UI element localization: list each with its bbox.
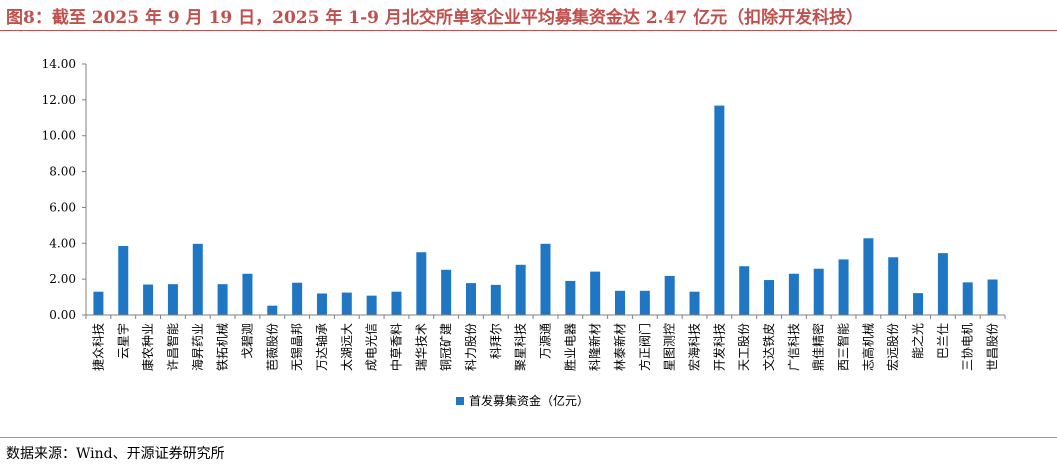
x-tick-label: 广信科技	[787, 323, 801, 371]
x-tick-label: 鼎佳精密	[811, 323, 826, 371]
x-tick-label: 万达轴承	[314, 323, 329, 371]
bar-25	[689, 291, 700, 315]
x-tick-label: 戈碧迦	[240, 323, 254, 359]
bar-11	[341, 292, 352, 315]
bar-36	[962, 282, 973, 315]
x-tick-label: 瑞华技术	[414, 323, 428, 371]
x-tick-label: 万源通	[539, 323, 553, 359]
y-axis: 0.00 2.00 4.00 6.00 8.00 10.00 12.00 14.00	[42, 57, 87, 322]
y-tick-label: 12.00	[42, 93, 76, 107]
bar-14	[416, 252, 427, 315]
bar-20	[565, 280, 576, 315]
bar-4	[167, 284, 178, 315]
bar-30	[813, 268, 824, 315]
chart-title: 图8：截至 2025 年 9 月 19 日，2025 年 1-9 月北交所单家企…	[6, 8, 864, 28]
bar-3	[143, 284, 154, 315]
bar-29	[788, 273, 799, 315]
x-tick-label: 捷众科技	[91, 323, 105, 371]
x-tick-label: 海昇药业	[190, 323, 205, 371]
x-tick-label: 科力股份	[464, 323, 478, 371]
bar-9	[292, 282, 303, 315]
y-tick-label: 6.00	[49, 200, 76, 214]
x-tick-label: 胜业电器	[562, 323, 577, 371]
x-tick-label: 许昌智能	[165, 323, 180, 371]
bar-1	[93, 291, 104, 315]
bar-24	[664, 275, 675, 315]
bar-8	[267, 305, 278, 315]
bar-37	[987, 279, 998, 315]
x-tick-label: 世昌股份	[986, 323, 1000, 371]
x-tick-label: 科隆新材	[587, 323, 602, 371]
bar-10	[316, 293, 327, 315]
x-tick-label: 云星宇	[116, 323, 130, 359]
legend-label: 首发募集资金（亿元）	[469, 393, 589, 408]
x-tick-label: 林泰新材	[612, 323, 627, 371]
bar-2	[118, 245, 129, 315]
x-axis: 捷众科技 云星宇 康农种业 许昌智能 海昇药业 铁拓机械 戈碧迦 芭薇股份 无锡晶邦 万达轴承 太湖…	[85, 314, 1006, 371]
source-note: 数据来源：Wind、开源证券研究所	[6, 446, 225, 462]
bar-17	[490, 284, 501, 315]
x-tick-label: 太湖远大	[339, 323, 354, 371]
y-tick-label: 14.00	[42, 57, 76, 71]
x-tick-label: 中草香料	[388, 323, 403, 371]
y-tick-label: 8.00	[49, 165, 76, 179]
x-tick-label: 巴兰仕	[936, 323, 950, 359]
y-tick-label: 4.00	[49, 236, 76, 250]
bar-16	[465, 283, 476, 315]
footer-divider	[0, 437, 1057, 438]
bar-26	[714, 105, 725, 315]
x-tick-label: 方正阀门	[637, 323, 652, 371]
x-tick-label: 康农种业	[140, 323, 155, 371]
x-tick-label: 能之光	[911, 323, 925, 359]
bar-series	[93, 105, 998, 315]
y-tick-label: 2.00	[49, 272, 76, 286]
x-tick-label: 芭薇股份	[265, 323, 279, 371]
x-tick-label: 聚星科技	[514, 323, 528, 371]
y-tick-label: 0.00	[49, 308, 76, 322]
bar-35	[937, 253, 948, 315]
x-tick-label: 三协电机	[960, 323, 975, 371]
bar-15	[441, 269, 452, 315]
x-tick-label: 宏远股份	[885, 323, 900, 371]
x-tick-label: 无锡晶邦	[289, 323, 304, 371]
bar-31	[838, 259, 849, 315]
legend: 首发募集资金（亿元）	[456, 393, 589, 408]
x-tick-label: 文达铁皮	[761, 323, 776, 371]
bar-22	[615, 290, 626, 315]
title-divider	[0, 30, 1057, 31]
bar-19	[540, 243, 551, 315]
x-tick-label: 铁拓机械	[215, 323, 230, 371]
x-tick-label: 星图测控	[663, 323, 677, 371]
x-tick-label: 铜冠矿建	[438, 323, 453, 371]
legend-swatch	[456, 397, 464, 405]
bar-33	[888, 257, 899, 315]
bar-23	[639, 290, 650, 315]
x-tick-label: 天工股份	[737, 323, 751, 371]
bar-28	[764, 280, 775, 315]
x-tick-label: 西三智能	[836, 323, 851, 371]
x-tick-label: 志高机械	[860, 323, 875, 371]
y-tick-label: 10.00	[42, 129, 76, 143]
bar-27	[739, 266, 750, 315]
bar-12	[366, 295, 377, 315]
bar-7	[242, 273, 253, 315]
bar-18	[515, 264, 526, 315]
bar-13	[391, 291, 402, 315]
bar-21	[590, 271, 601, 315]
bar-5	[192, 243, 203, 315]
bar-32	[863, 238, 874, 315]
bar-6	[217, 284, 228, 315]
bar-34	[913, 293, 924, 315]
bar-chart: 0.00 2.00 4.00 6.00 8.00 10.00 12.00 14.00 捷众科技…	[42, 57, 1006, 408]
x-tick-label: 宏海科技	[687, 323, 702, 371]
x-tick-label: 科拜尔	[488, 323, 503, 359]
x-tick-label: 成电光信	[365, 323, 379, 371]
x-tick-label: 开发科技	[711, 323, 726, 371]
